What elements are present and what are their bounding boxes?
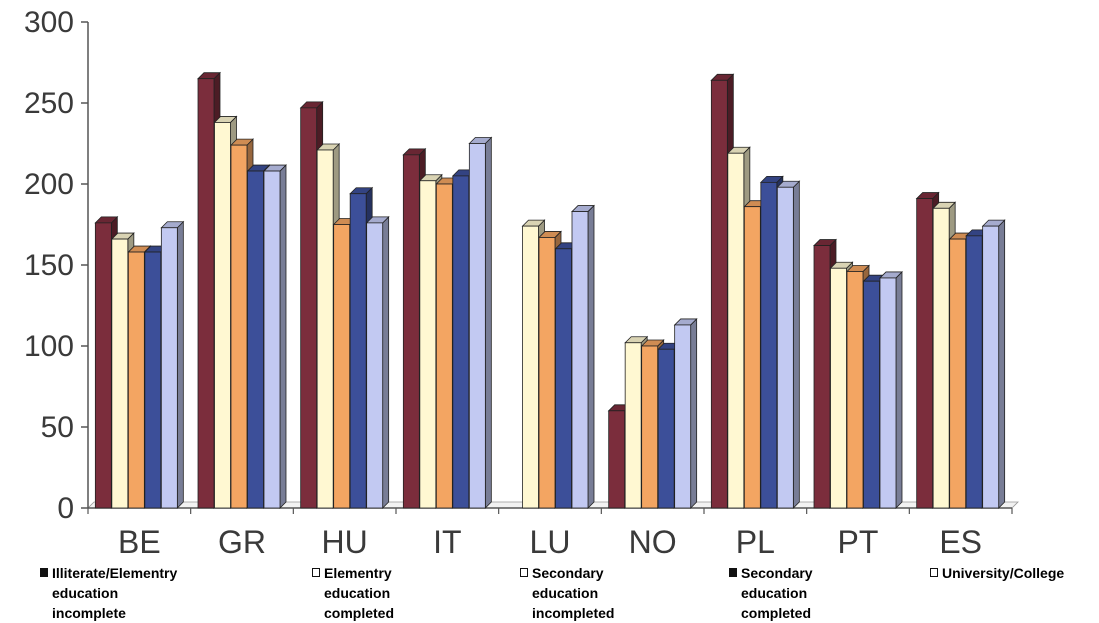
bar-front xyxy=(366,222,384,509)
legend-swatch xyxy=(729,568,737,577)
bar-chart: 0 50 100 150 200 250 300 BE GR HU IT LU NO PL PT ES xyxy=(24,6,1019,560)
x-category-label: PL xyxy=(736,524,775,560)
legend-label: Elementry education completed xyxy=(324,565,395,621)
x-category-label: HU xyxy=(322,524,368,560)
bar-front xyxy=(111,238,129,509)
legend-label: University/College xyxy=(942,565,1065,581)
y-tick-label: 150 xyxy=(24,249,74,282)
legend-label: Illiterate/Elementry education incomplet… xyxy=(52,565,178,621)
bar-side xyxy=(484,136,492,509)
bar-side xyxy=(587,204,595,509)
bar-front xyxy=(468,143,486,509)
x-category-label: NO xyxy=(629,524,677,560)
y-tick-label: 250 xyxy=(24,87,74,120)
bar xyxy=(879,270,903,509)
bar-front xyxy=(776,186,794,509)
legend-swatch xyxy=(930,568,938,577)
bar xyxy=(981,219,1006,509)
bar-front xyxy=(230,144,248,509)
bar-side xyxy=(279,164,287,509)
legend-label: Secondary education completed xyxy=(741,565,813,621)
bar-side xyxy=(895,270,903,509)
bar xyxy=(571,204,595,509)
bar xyxy=(365,215,390,509)
bar-front xyxy=(349,193,367,509)
x-category-label: PT xyxy=(838,524,879,560)
bar-front xyxy=(435,183,453,509)
y-tick-label: 50 xyxy=(41,411,74,444)
legend-swatch xyxy=(520,568,528,577)
bar-front xyxy=(452,175,470,509)
bar-side xyxy=(382,215,390,509)
bar-front xyxy=(419,180,437,509)
legend-label: Secondary education incompleted xyxy=(532,565,615,621)
chart-legend: Illiterate/Elementry education incomplet… xyxy=(40,563,1099,621)
bar-front xyxy=(982,225,1000,509)
bar-front xyxy=(538,237,556,509)
bar-front xyxy=(571,211,589,509)
y-tick-label: 300 xyxy=(24,6,74,39)
x-category-label: LU xyxy=(530,524,571,560)
bar-front xyxy=(863,280,880,509)
bar-front xyxy=(657,348,675,509)
bar-front xyxy=(214,122,231,509)
bar-front xyxy=(932,207,950,509)
bar-front xyxy=(160,227,178,509)
bar-side xyxy=(690,317,698,509)
bar-front xyxy=(197,78,215,509)
bar-front xyxy=(641,345,659,509)
bar xyxy=(468,136,493,509)
bar-front xyxy=(830,267,847,509)
bar-front xyxy=(846,271,864,509)
bar xyxy=(160,220,185,509)
x-category-label: BE xyxy=(118,524,161,560)
bar-front xyxy=(608,410,626,509)
bar-front xyxy=(727,152,745,509)
bar-front xyxy=(710,79,728,509)
bar-front xyxy=(674,324,692,509)
bar-front xyxy=(316,149,334,509)
bar-front xyxy=(263,170,281,509)
legend-swatch xyxy=(40,568,48,577)
bar-front xyxy=(916,198,934,509)
bar-front xyxy=(760,181,778,509)
bar-side xyxy=(792,180,800,509)
bar-side xyxy=(998,219,1006,509)
bar xyxy=(263,164,287,509)
x-category-labels: BE GR HU IT LU NO PL PT ES xyxy=(118,524,982,560)
bar-front xyxy=(965,235,983,509)
bar-front xyxy=(247,170,264,509)
bar-front xyxy=(402,154,420,509)
bar-front xyxy=(879,277,897,509)
bar-side xyxy=(176,220,184,509)
bar-front xyxy=(555,248,572,509)
bar-front xyxy=(94,222,112,509)
bar-front xyxy=(813,245,831,509)
x-category-label: GR xyxy=(218,524,266,560)
bar-front xyxy=(127,251,145,509)
bar-front xyxy=(144,251,162,509)
y-tick-labels: 0 50 100 150 200 250 300 xyxy=(24,6,74,525)
bar-front xyxy=(949,238,967,509)
bar xyxy=(776,180,801,509)
bar-front xyxy=(624,342,642,509)
legend-swatch xyxy=(312,568,320,577)
chart-bars xyxy=(94,71,1006,509)
bar-front xyxy=(522,225,539,509)
bar xyxy=(673,317,698,509)
bar-front xyxy=(300,107,318,509)
y-tick-label: 0 xyxy=(57,492,74,525)
bar-front xyxy=(743,206,761,509)
y-tick-label: 100 xyxy=(24,330,74,363)
x-category-label: ES xyxy=(939,524,982,560)
x-category-label: IT xyxy=(433,524,461,560)
bar-front xyxy=(333,224,351,509)
y-tick-label: 200 xyxy=(24,168,74,201)
